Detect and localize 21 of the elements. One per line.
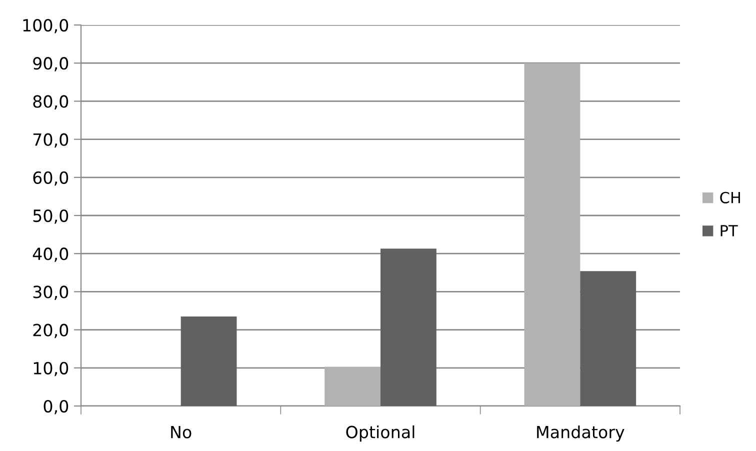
y-tick-label: 50,0 (33, 209, 68, 224)
y-tick-label: 70,0 (33, 133, 68, 148)
bar (580, 271, 636, 406)
y-tick-label: 40,0 (32, 248, 68, 262)
y-tick-label: 30,0 (33, 286, 68, 300)
x-tick-label: No (171, 426, 192, 438)
y-tick-label: 0,0 (44, 400, 68, 414)
bar (324, 366, 380, 406)
bar (524, 63, 580, 406)
y-tick-label: 100,0 (23, 18, 68, 34)
y-tick-label: 90,0 (33, 57, 68, 72)
y-tick-label: 80,0 (33, 95, 68, 110)
bar (180, 316, 237, 406)
legend-label: PT (720, 225, 738, 236)
y-tick-label: 10,0 (34, 362, 68, 376)
x-tick-label: Optional (346, 425, 414, 442)
bar (380, 248, 436, 406)
legend-label: CH (720, 192, 740, 204)
y-tick-label: 60,0 (33, 171, 68, 186)
x-tick-label: Mandatory (537, 425, 624, 442)
y-tick-label: 20,0 (33, 324, 68, 338)
